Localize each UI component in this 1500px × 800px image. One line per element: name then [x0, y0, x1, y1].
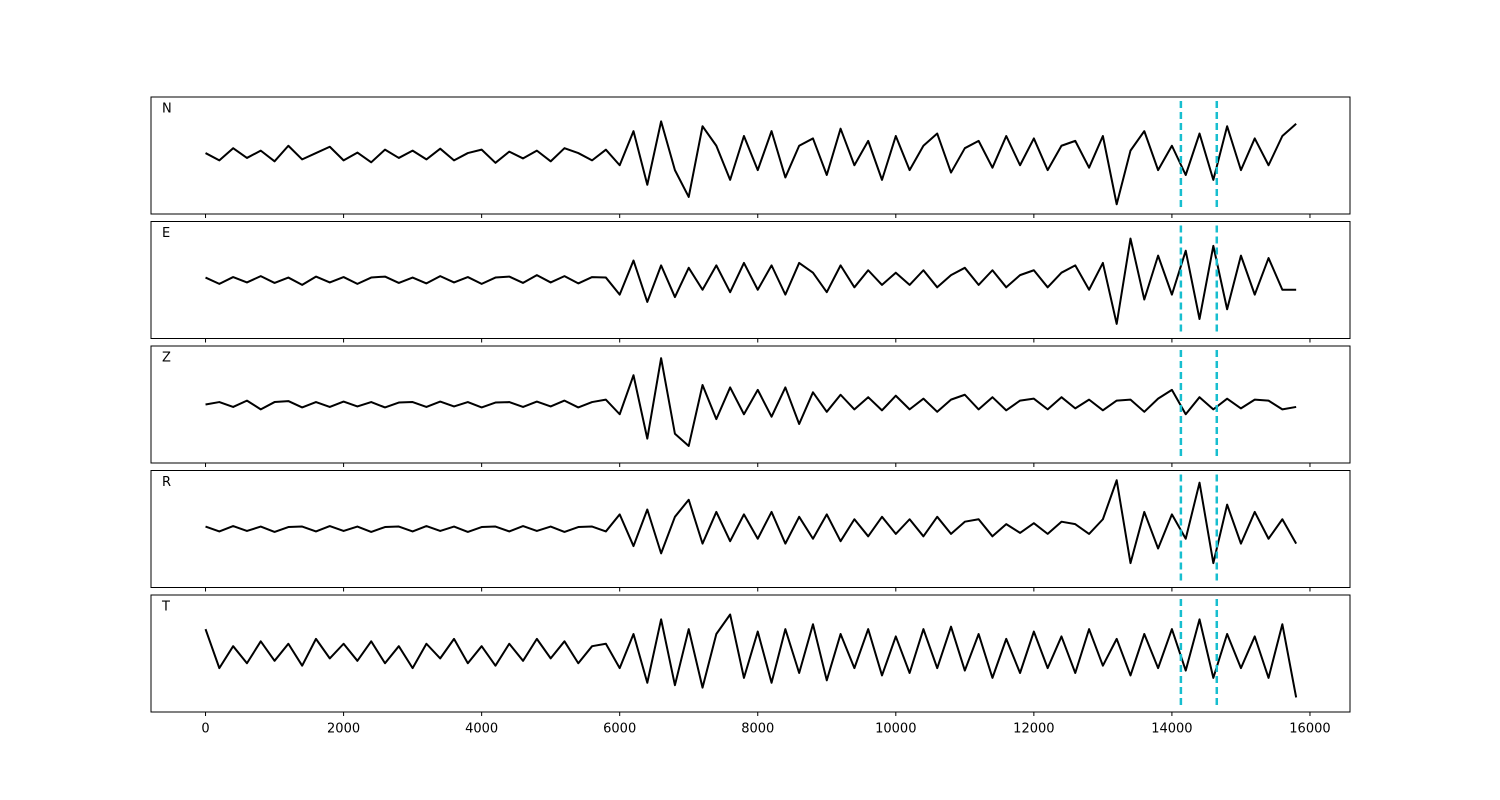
x-tick-label: 12000	[1013, 722, 1054, 737]
axes-frame	[150, 594, 1351, 713]
x-tick-label: 2000	[327, 722, 360, 737]
panel-label: Z	[162, 351, 171, 366]
x-tick-label: 8000	[741, 722, 774, 737]
panel-label: N	[162, 102, 172, 117]
x-tick-label: 4000	[465, 722, 498, 737]
axes-frame	[150, 96, 1351, 215]
panel-label: E	[162, 226, 170, 241]
x-tick-label: 0	[201, 722, 209, 737]
x-tick-label: 14000	[1151, 722, 1192, 737]
waveform	[205, 479, 1298, 565]
x-tick-label: 6000	[603, 722, 636, 737]
panel-label: R	[162, 475, 171, 490]
axes-frame	[150, 470, 1351, 588]
panel-label: T	[161, 600, 170, 615]
axes-frame	[150, 345, 1351, 464]
x-tick-label: 10000	[875, 722, 916, 737]
x-tick-label: 16000	[1289, 722, 1330, 737]
waveform	[205, 357, 1297, 447]
waveform	[205, 237, 1297, 325]
axes-frame	[150, 221, 1351, 339]
waveform	[205, 120, 1297, 206]
waveform	[204, 613, 1298, 698]
